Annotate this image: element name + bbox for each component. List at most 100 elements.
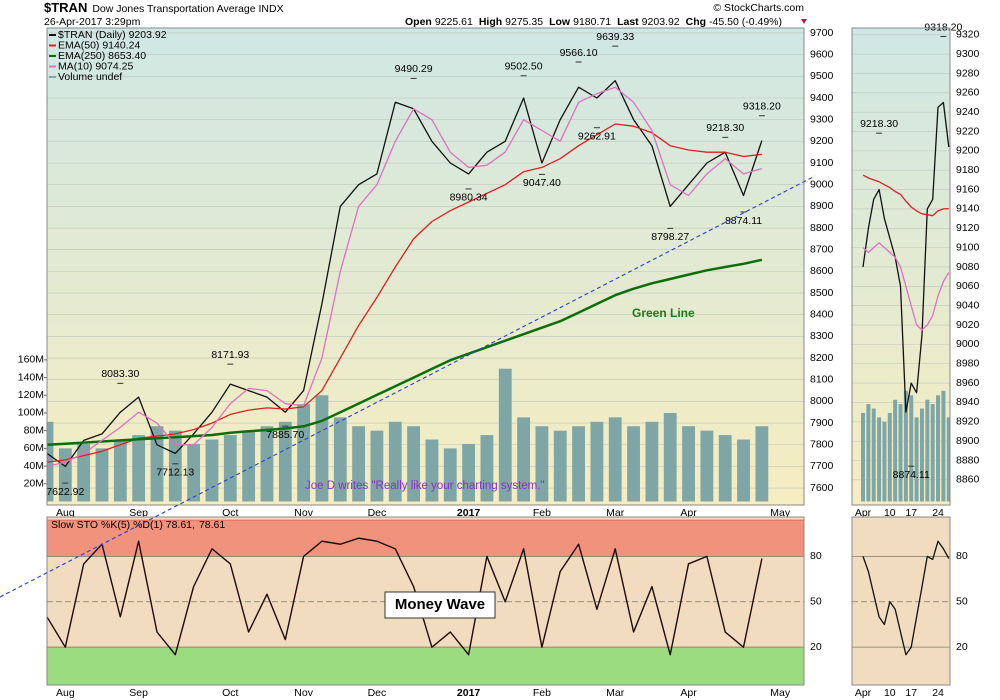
x-tick-label: Nov [294, 507, 313, 519]
volume-bar [132, 435, 146, 502]
volume-bar [877, 417, 882, 502]
y-tick-label: 80 [956, 550, 968, 562]
volume-bar [443, 448, 457, 502]
y-tick-label: 9280 [956, 67, 980, 79]
volume-bar [150, 426, 164, 502]
volume-bar [480, 435, 494, 502]
y-tick-label: 8920 [956, 416, 980, 428]
y-tick-label: 9300 [956, 48, 980, 60]
y-tick-label: 8500 [810, 287, 834, 299]
note-box [384, 591, 496, 619]
annotation-label: 8171.93 [211, 349, 249, 361]
plot-marks [47, 537, 763, 656]
y-tick-label: 9000 [810, 178, 834, 190]
annotation-label: 8980.34 [450, 192, 488, 204]
chart-panel: 20 50 80 Apr 10 17 24 [851, 516, 968, 699]
x-tick-label: 17 [905, 507, 917, 519]
y-tick-label: 9000 [956, 338, 980, 350]
y-tick-label: 9040 [956, 299, 980, 311]
chart-panel: 7600 7700 7800 7900 8000 8100 8200 8300 8400 8500… [18, 27, 834, 519]
volume-bar [909, 395, 914, 502]
x-tick-label: Apr [680, 687, 697, 699]
legend-entry: 78.61 [199, 519, 225, 531]
volume-bar [498, 368, 512, 502]
annotation-label: 7622.92 [46, 486, 84, 498]
symbol: $TRAN [44, 0, 87, 15]
volume-bar [517, 417, 530, 502]
series-line [47, 537, 763, 656]
legend-entry: EMA(50) 9140.24 [58, 39, 140, 51]
x-tick-label: Oct [222, 687, 238, 699]
volume-bar [77, 443, 91, 502]
y-tick-label: 50 [810, 596, 822, 608]
volume-bar [370, 430, 384, 502]
symbol-name: Dow Jones Transportation Average INDX [92, 3, 283, 15]
series-line [47, 123, 762, 463]
x-tick-label: Oct [222, 507, 238, 519]
overlay: Green Line Joe D writes "Really like you… [0, 175, 816, 619]
y-tick-label: 8980 [956, 358, 980, 370]
note: Green Line [632, 306, 695, 320]
volume-bar [297, 404, 311, 502]
y-tick-label: 9400 [810, 92, 834, 104]
series-line [862, 242, 950, 331]
legend-entry: Volume undef [58, 71, 122, 83]
x-tick-label: 10 [884, 687, 896, 699]
y-tick-label: 8900 [810, 200, 834, 212]
y-tick-label: 9020 [956, 319, 980, 331]
timestamp: 26-Apr-2017 3:29pm [44, 16, 141, 28]
x-tick-label: 24 [932, 687, 944, 699]
y-tick-label: 80 [810, 550, 822, 562]
volume-bar [645, 421, 659, 502]
quote-value: 9225.61 [435, 16, 473, 28]
y2-tick-label: 80M [24, 424, 44, 436]
series-line [862, 540, 950, 656]
volume-bar [425, 439, 439, 502]
legend-entry: MA(10) 9074.25 [58, 60, 133, 72]
volume-bar [737, 439, 750, 502]
volume-bar [333, 417, 347, 502]
volume-bar [242, 430, 256, 502]
annotation-label: 8798.27 [651, 231, 689, 243]
y-tick-label: 9080 [956, 261, 980, 273]
y-tick-label: 9300 [810, 113, 834, 125]
x-tick-label: Mar [606, 687, 625, 699]
plot-border [46, 516, 805, 686]
y-tick-label: 9600 [810, 48, 834, 60]
annotation-label: 9218.30 [860, 118, 898, 130]
volume-bar [700, 430, 714, 502]
legend-entry: $TRAN (Daily) 9203.92 [58, 29, 167, 41]
annotation-label: 7712.13 [156, 467, 194, 479]
y-tick-label: 9220 [956, 125, 980, 137]
annotation-label: 9639.33 [596, 31, 634, 43]
y-tick-label: 8400 [810, 309, 834, 321]
series-line [47, 258, 763, 447]
volume-bar [861, 412, 865, 502]
volume-bar [572, 426, 585, 502]
plot-marks [861, 101, 950, 502]
chart-panel: 8860 8880 8900 8920 8940 8960 8980 9000 9020 9040… [851, 21, 980, 519]
volume-bar [608, 417, 622, 502]
y2-tick-label: 60M [24, 442, 44, 454]
y-tick-label: 9100 [810, 157, 834, 169]
y-tick-label: 9100 [956, 241, 980, 253]
volume-bar [260, 426, 274, 502]
y2-tick-label: 20M [24, 478, 44, 490]
quote-value: -45.50 (-0.49%) [709, 16, 782, 28]
y-tick-label: 9700 [810, 27, 834, 39]
y2-tick-label: 40M [24, 460, 44, 472]
annotation-label: 8874.11 [893, 469, 930, 481]
annotation-label: 9502.50 [505, 61, 543, 73]
volume-bar [903, 390, 908, 502]
annotation-label: 9318.20 [743, 101, 781, 113]
x-tick-label: 24 [932, 507, 944, 519]
x-tick-label: May [770, 507, 791, 519]
y-tick-label: 8300 [810, 330, 834, 342]
volume-bar [755, 426, 769, 502]
y-tick-label: 50 [956, 596, 968, 608]
y2-tick-label: 120M [18, 389, 44, 401]
y-tick-label: 9120 [956, 222, 980, 234]
volume-bar [946, 417, 950, 502]
volume-bar [925, 399, 930, 502]
y-tick-label: 9260 [956, 87, 980, 99]
